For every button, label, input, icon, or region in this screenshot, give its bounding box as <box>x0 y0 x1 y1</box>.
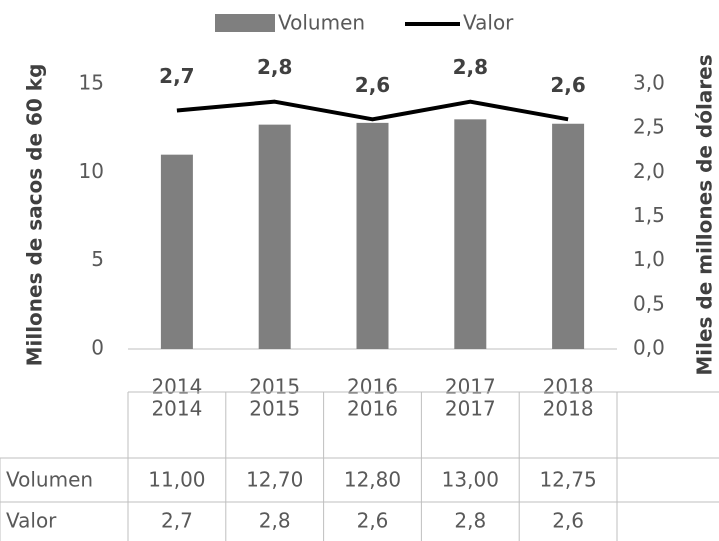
data-label: 2,8 <box>453 55 488 79</box>
y2-tick-label: 2,5 <box>633 115 665 139</box>
table-header: 2018 <box>543 397 594 421</box>
table-cell: 13,00 <box>442 468 499 492</box>
table-cell: 11,00 <box>148 468 205 492</box>
table-row-label: Volumen <box>6 468 93 492</box>
x-tick-label: 2017 <box>445 375 496 399</box>
table-header: 2014 <box>151 397 202 421</box>
table-cell: 12,80 <box>344 468 401 492</box>
table-cell: 2,8 <box>454 509 486 533</box>
line <box>176 99 569 122</box>
table-cell: 2,6 <box>357 509 389 533</box>
table-row-label: Valor <box>6 509 57 533</box>
y2-tick-label: 1,5 <box>633 203 665 227</box>
x-tick-label: 2016 <box>347 375 398 399</box>
data-label: 2,6 <box>550 73 585 97</box>
x-tick-label: 2014 <box>151 375 202 399</box>
y-tick-label: 15 <box>79 71 104 95</box>
legend-swatch <box>215 14 275 32</box>
x-tick-label: 2015 <box>249 375 300 399</box>
table-cell: 2,7 <box>161 509 193 533</box>
y2-tick-label: 0,0 <box>633 336 665 360</box>
y2-tick-label: 0,5 <box>633 291 665 315</box>
data-label: 2,6 <box>355 73 390 97</box>
bar <box>160 154 193 349</box>
legend-label: Valor <box>463 11 514 35</box>
y-axis-title: Millones de sacos de 60 kg <box>23 64 47 367</box>
table-header: 2015 <box>249 397 300 421</box>
table-cell: 12,70 <box>246 468 303 492</box>
bar <box>356 122 389 349</box>
table-header: 2016 <box>347 397 398 421</box>
legend-label: Volumen <box>278 11 365 35</box>
table-header: 2017 <box>445 397 496 421</box>
table-cell: 12,75 <box>539 468 596 492</box>
data-label: 2,8 <box>257 55 292 79</box>
data-label: 2,7 <box>159 64 194 88</box>
y2-tick-label: 3,0 <box>633 71 665 95</box>
table-cell: 2,6 <box>552 509 584 533</box>
x-tick-label: 2018 <box>543 375 594 399</box>
table-cell: 2,8 <box>259 509 291 533</box>
bar <box>258 124 291 349</box>
y2-axis-title: Miles de millones de dólares <box>693 54 717 375</box>
y-tick-label: 0 <box>91 336 104 360</box>
y-tick-label: 10 <box>79 159 104 183</box>
y2-tick-label: 2,0 <box>633 159 665 183</box>
y2-tick-label: 1,0 <box>633 247 665 271</box>
bar <box>454 119 487 349</box>
y-tick-label: 5 <box>91 247 104 271</box>
bar <box>552 123 585 349</box>
